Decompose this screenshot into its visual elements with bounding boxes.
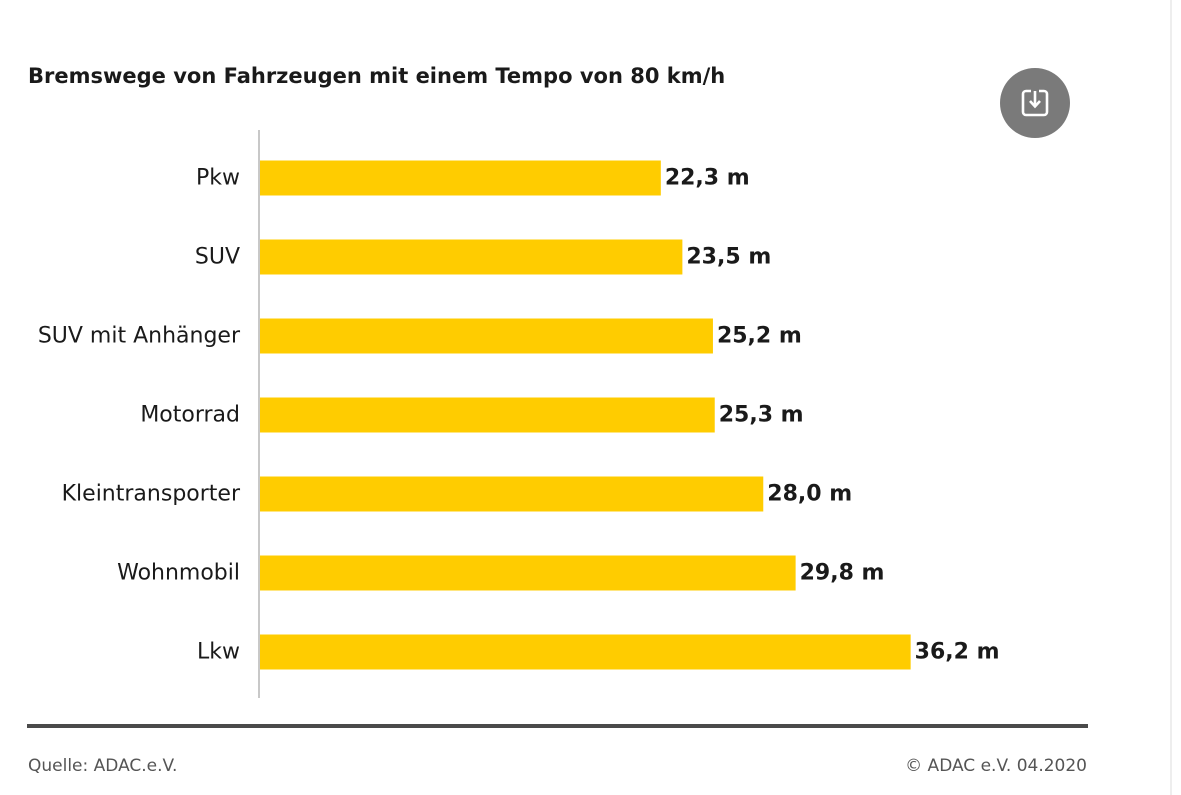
value-label: 29,8 m bbox=[800, 561, 885, 586]
bar bbox=[260, 318, 713, 354]
category-label: Wohnmobil bbox=[117, 561, 240, 586]
category-label: SUV bbox=[195, 245, 240, 270]
bar bbox=[260, 476, 764, 512]
footer-divider bbox=[27, 724, 1088, 728]
category-label: Kleintransporter bbox=[62, 482, 241, 507]
bar bbox=[260, 160, 661, 196]
category-label: Motorrad bbox=[140, 403, 240, 428]
value-label: 25,2 m bbox=[717, 324, 802, 349]
bar-chart: Pkw 22,3 m SUV 23,5 m SUV mit Anhänger 25,2 m… bbox=[38, 130, 1000, 698]
chart-title: Bremswege von Fahrzeugen mit einem Tempo… bbox=[28, 64, 726, 88]
category-label: Pkw bbox=[196, 166, 240, 191]
bar bbox=[260, 239, 683, 275]
category-label: SUV mit Anhänger bbox=[38, 324, 241, 349]
download-button[interactable] bbox=[1000, 68, 1070, 138]
page-edge-line bbox=[1170, 0, 1172, 795]
value-label: 23,5 m bbox=[686, 245, 771, 270]
download-icon bbox=[1021, 89, 1049, 117]
category-label: Lkw bbox=[197, 640, 240, 665]
copyright-note: © ADAC e.V. 04.2020 bbox=[905, 756, 1087, 776]
bar bbox=[260, 634, 911, 670]
value-label: 28,0 m bbox=[767, 482, 852, 507]
value-label: 22,3 m bbox=[665, 166, 750, 191]
value-label: 25,3 m bbox=[719, 403, 804, 428]
source-note: Quelle: ADAC.e.V. bbox=[28, 756, 178, 776]
bar bbox=[260, 397, 715, 433]
bar bbox=[260, 555, 796, 591]
value-label: 36,2 m bbox=[915, 640, 1000, 665]
